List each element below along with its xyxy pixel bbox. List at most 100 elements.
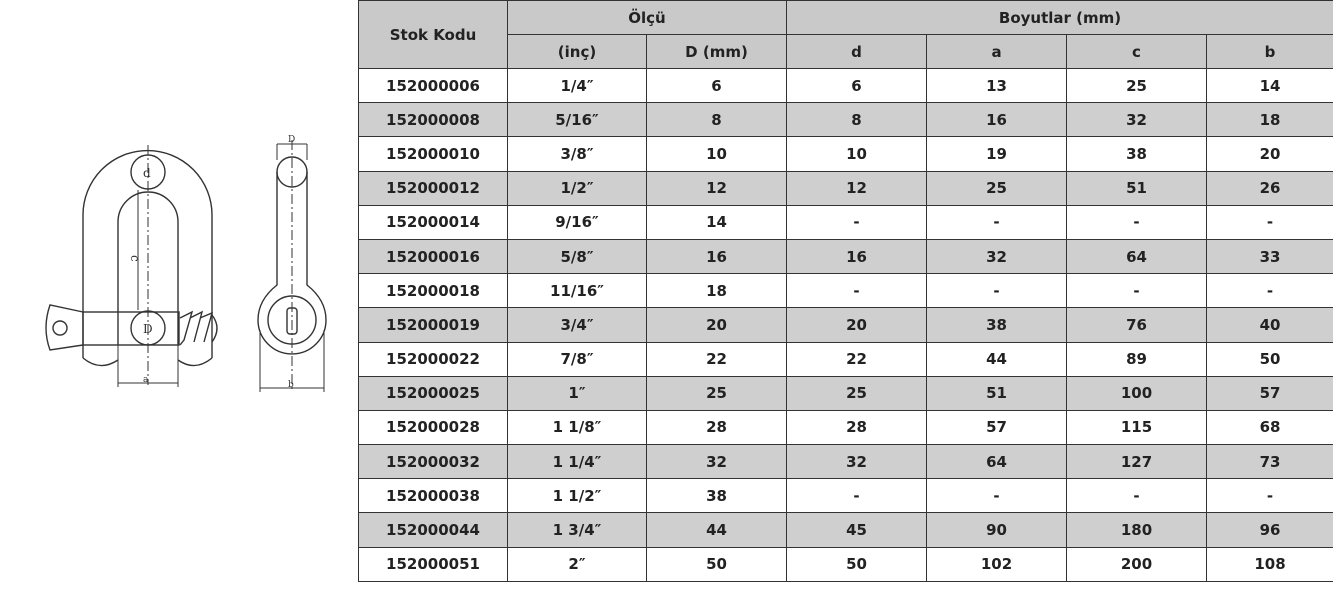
table-cell: - bbox=[786, 273, 927, 309]
table-cell: 127 bbox=[1066, 444, 1207, 480]
table-row: 152000018 11/16″ 18- - - - bbox=[358, 273, 1333, 309]
table-cell: 38 bbox=[646, 478, 787, 514]
table-cell: 10 bbox=[786, 136, 927, 172]
table-cell: 32 bbox=[786, 444, 927, 480]
label-top-D: D bbox=[288, 135, 295, 145]
table-row: 152000010 3/8″ 10 10 19 38 20 bbox=[358, 136, 1333, 172]
table-cell: 50 bbox=[646, 546, 787, 582]
table-cell: 57 bbox=[1205, 375, 1333, 411]
header-boyutlar: Boyutlar (mm) bbox=[785, 0, 1333, 35]
table-cell: 38 bbox=[926, 307, 1067, 343]
table-cell: 9/16″ bbox=[507, 204, 647, 240]
label-b: b bbox=[288, 380, 294, 390]
table-cell: 1 1/4″ bbox=[507, 444, 647, 480]
table-cell: 20 bbox=[786, 307, 927, 343]
table-cell: 18 bbox=[1205, 102, 1333, 138]
table-cell: 64 bbox=[926, 444, 1067, 480]
table-cell: 13 bbox=[926, 67, 1067, 104]
table-row: 152000028 1 1/8″ 28 28 57 115 68 bbox=[358, 409, 1333, 446]
table-row: 152000025 1″ 25 25 51 100 57 bbox=[358, 375, 1333, 411]
label-D: D bbox=[143, 322, 153, 336]
table-cell: 16 bbox=[926, 102, 1067, 138]
table-cell: 26 bbox=[1205, 170, 1333, 206]
table-cell: - bbox=[926, 273, 1067, 309]
table-row: 152000044 1 3/4″ 44 45 90 180 96 bbox=[358, 512, 1333, 548]
table-cell: 152000010 bbox=[358, 136, 508, 172]
table-cell: 200 bbox=[1066, 546, 1207, 582]
table-cell: 152000025 bbox=[358, 375, 508, 411]
table-cell: - bbox=[1066, 478, 1207, 514]
table-cell: - bbox=[1205, 204, 1333, 240]
table-cell: 5/8″ bbox=[507, 238, 647, 275]
label-d: d bbox=[143, 166, 151, 180]
table-cell: 152000012 bbox=[358, 170, 508, 206]
table-cell: 22 bbox=[786, 341, 927, 377]
table-cell: 25 bbox=[926, 170, 1067, 206]
table-row: 152000019 3/4″ 20 20 38 76 40 bbox=[358, 307, 1333, 343]
table-cell: 8 bbox=[646, 102, 787, 138]
table-cell: - bbox=[926, 204, 1067, 240]
subheader: d bbox=[786, 34, 927, 69]
table-row: 152000022 7/8″ 22 22 44 89 50 bbox=[358, 341, 1333, 377]
table-cell: 73 bbox=[1205, 444, 1333, 480]
table-row: 152000038 1 1/2″ 38- - - - bbox=[358, 478, 1333, 514]
table-cell: 8 bbox=[786, 102, 927, 138]
table-cell: 7/8″ bbox=[507, 341, 647, 377]
table-cell: 96 bbox=[1205, 512, 1333, 548]
table-cell: 1 1/2″ bbox=[507, 478, 647, 514]
table-cell: 16 bbox=[646, 238, 787, 275]
table-cell: 108 bbox=[1205, 546, 1333, 582]
header-olcu: Ölçü bbox=[507, 0, 787, 35]
subheader: D (mm) bbox=[646, 34, 787, 69]
table-cell: 152000022 bbox=[358, 341, 508, 377]
table-cell: 152000032 bbox=[358, 444, 508, 480]
table-cell: 50 bbox=[1205, 341, 1333, 377]
table-cell: 102 bbox=[926, 546, 1067, 582]
table-cell: 152000006 bbox=[358, 67, 508, 104]
table-row: 152000016 5/8″ 16 16 32 64 33 bbox=[358, 238, 1333, 275]
table-cell: 180 bbox=[1066, 512, 1207, 548]
table-cell: 44 bbox=[646, 512, 787, 548]
table-cell: 18 bbox=[646, 273, 787, 309]
table-cell: 6 bbox=[646, 67, 787, 104]
table-cell: 25 bbox=[646, 375, 787, 411]
table-cell: 22 bbox=[646, 341, 787, 377]
table-cell: 28 bbox=[786, 409, 927, 446]
table-row: 152000032 1 1/4″ 32 32 64 127 73 bbox=[358, 444, 1333, 480]
table-cell: 1/4″ bbox=[507, 67, 647, 104]
table-cell: 28 bbox=[646, 409, 787, 446]
table-cell: 1 1/8″ bbox=[507, 409, 647, 446]
table-cell: 90 bbox=[926, 512, 1067, 548]
table-cell: 152000016 bbox=[358, 238, 508, 275]
table-cell: 1 3/4″ bbox=[507, 512, 647, 548]
table-cell: 2″ bbox=[507, 546, 647, 582]
table-cell: 100 bbox=[1066, 375, 1207, 411]
table-cell: 38 bbox=[1066, 136, 1207, 172]
side-view bbox=[257, 140, 327, 392]
label-c: c bbox=[128, 255, 142, 262]
table-cell: 152000008 bbox=[358, 102, 508, 138]
table-cell: 45 bbox=[786, 512, 927, 548]
table-cell: - bbox=[1205, 273, 1333, 309]
table-cell: 40 bbox=[1205, 307, 1333, 343]
subheader: (inç) bbox=[507, 34, 647, 69]
table-cell: 152000028 bbox=[358, 409, 508, 446]
table-row: 152000012 1/2″ 12 12 25 51 26 bbox=[358, 170, 1333, 206]
table-cell: - bbox=[926, 478, 1067, 514]
table-cell: 20 bbox=[646, 307, 787, 343]
table-cell: 32 bbox=[1066, 102, 1207, 138]
table-cell: 152000019 bbox=[358, 307, 508, 343]
table-cell: 12 bbox=[786, 170, 927, 206]
header-stok-kodu: Stok Kodu bbox=[358, 0, 508, 69]
table-cell: - bbox=[1066, 204, 1207, 240]
table-cell: 68 bbox=[1205, 409, 1333, 446]
table-cell: 14 bbox=[646, 204, 787, 240]
table-cell: 25 bbox=[1066, 67, 1207, 104]
table-cell: 152000014 bbox=[358, 204, 508, 240]
table-row: 152000051 2″ 50 50 102 200 108 bbox=[358, 546, 1333, 582]
dimensions-table: Stok Kodu Ölçü Boyutlar (mm) (inç) D (mm)… bbox=[358, 0, 1333, 582]
table-cell: 16 bbox=[786, 238, 927, 275]
table-cell: 19 bbox=[926, 136, 1067, 172]
table-cell: 1″ bbox=[507, 375, 647, 411]
shackle-diagram: d c D a D b bbox=[45, 135, 327, 392]
